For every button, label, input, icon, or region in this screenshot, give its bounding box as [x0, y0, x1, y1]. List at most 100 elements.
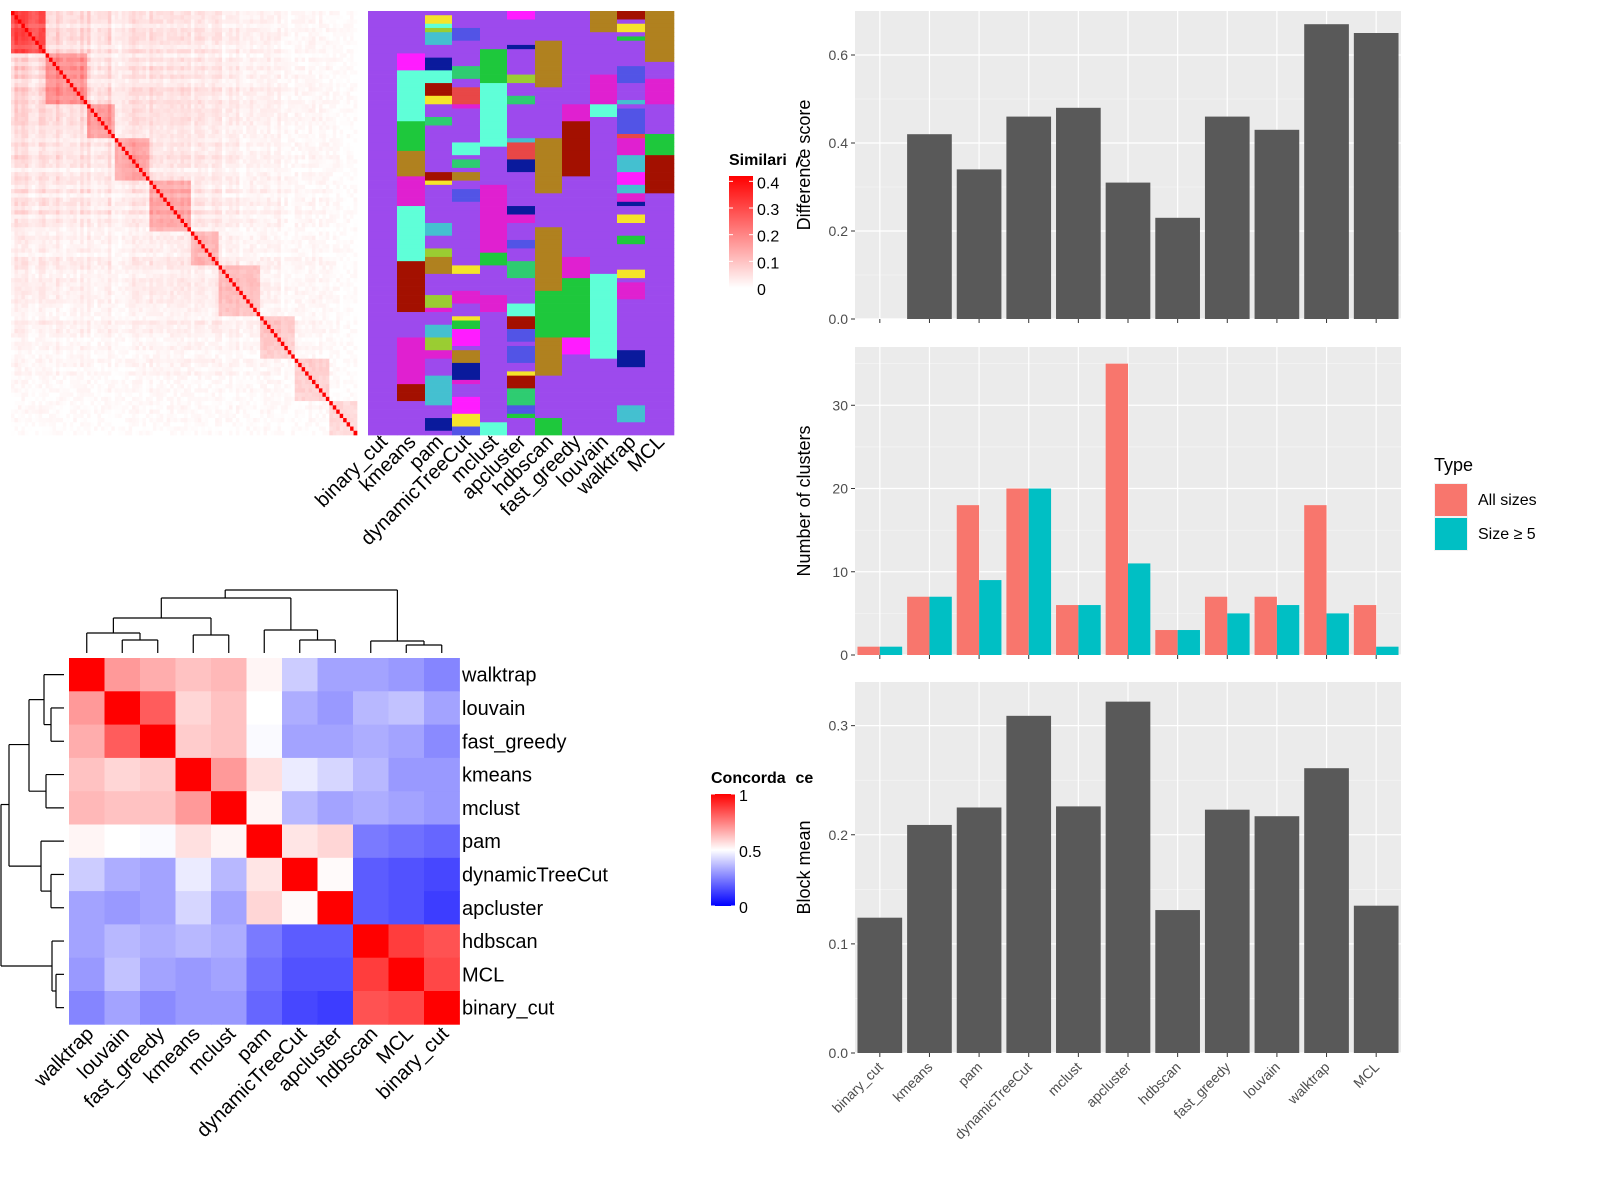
similarity-cell	[73, 125, 78, 131]
similarity-cell	[225, 104, 230, 109]
similarity-cell	[55, 70, 60, 75]
similarity-cell	[114, 19, 119, 25]
similarity-cell	[100, 146, 105, 152]
similarity-cell	[90, 87, 95, 92]
similarity-cell	[80, 57, 85, 63]
similarity-cell	[201, 180, 206, 186]
similarity-cell	[211, 44, 216, 50]
similarity-cell	[28, 184, 33, 190]
similarity-cell	[253, 180, 258, 186]
similarity-cell	[17, 163, 22, 169]
similarity-cell	[90, 121, 95, 126]
similarity-cell	[222, 40, 226, 46]
similarity-cell	[228, 70, 233, 75]
similarity-cell	[270, 74, 275, 80]
similarity-cell	[118, 138, 123, 143]
similarity-cell	[90, 49, 95, 54]
similarity-cell	[66, 53, 71, 58]
similarity-cell	[187, 11, 192, 16]
similarity-cell	[343, 133, 347, 139]
similarity-cell	[94, 142, 98, 148]
similarity-cell	[239, 138, 244, 143]
similarity-cell	[201, 36, 206, 42]
similarity-cell	[218, 155, 223, 160]
similarity-cell	[17, 83, 22, 88]
similarity-cell	[59, 108, 64, 114]
similarity-cell	[336, 129, 341, 135]
similarity-cell	[280, 172, 285, 177]
similarity-cell	[76, 218, 81, 224]
similarity-cell	[284, 19, 289, 25]
similarity-cell	[294, 117, 299, 122]
similarity-cell	[132, 78, 136, 84]
similarity-cell	[343, 176, 347, 181]
similarity-cell	[197, 11, 202, 16]
similarity-cell	[163, 121, 168, 126]
similarity-cell	[322, 189, 327, 194]
similarity-cell	[107, 146, 112, 152]
similarity-cell	[339, 117, 344, 122]
similarity-cell	[308, 15, 313, 20]
similarity-cell	[215, 159, 219, 164]
similarity-cell	[211, 167, 216, 173]
similarity-cell	[273, 19, 278, 25]
similarity-cell	[343, 193, 347, 198]
similarity-cell	[215, 167, 219, 173]
similarity-cell	[111, 87, 116, 92]
similarity-cell	[187, 142, 192, 148]
similarity-cell	[97, 214, 102, 220]
similarity-cell	[215, 23, 219, 29]
similarity-cell	[187, 57, 192, 63]
similarity-cell	[329, 112, 334, 118]
similarity-cell	[59, 125, 64, 131]
similarity-cell	[111, 40, 116, 46]
similarity-cell	[90, 155, 95, 160]
similarity-cell	[256, 104, 261, 109]
similarity-cell	[114, 180, 119, 186]
similarity-cell	[177, 70, 181, 75]
similarity-cell	[163, 104, 168, 109]
similarity-cell	[163, 44, 168, 50]
similarity-cell	[350, 40, 354, 46]
similarity-cell	[228, 180, 233, 186]
similarity-cell	[294, 150, 299, 156]
similarity-cell	[346, 146, 351, 152]
similarity-cell	[232, 104, 237, 109]
similarity-cell	[132, 27, 136, 33]
similarity-cell	[38, 95, 43, 101]
similarity-cell	[100, 210, 105, 215]
similarity-cell	[177, 180, 181, 186]
similarity-cell	[94, 11, 98, 16]
similarity-cell	[62, 27, 67, 33]
similarity-cell	[305, 142, 309, 148]
similarity-cell	[339, 180, 344, 186]
similarity-cell	[256, 40, 261, 46]
similarity-cell	[38, 66, 43, 71]
similarity-cell	[121, 184, 126, 190]
similarity-cell	[94, 197, 98, 203]
similarity-cell	[156, 44, 161, 50]
similarity-cell	[76, 100, 81, 105]
similarity-cell	[253, 163, 258, 169]
similarity-cell	[350, 23, 354, 29]
similarity-cell	[156, 49, 161, 54]
similarity-cell	[125, 36, 129, 42]
similarity-cell	[104, 95, 109, 101]
similarity-cell	[69, 184, 74, 190]
similarity-cell	[11, 117, 15, 122]
similarity-cell	[305, 74, 309, 80]
similarity-cell	[31, 214, 36, 220]
similarity-cell	[336, 100, 341, 105]
similarity-cell	[284, 27, 289, 33]
similarity-cell	[80, 108, 85, 114]
similarity-cell	[104, 180, 109, 186]
similarity-cell	[104, 146, 109, 152]
similarity-cell	[315, 61, 320, 67]
similarity-cell	[94, 117, 98, 122]
similarity-cell	[232, 23, 237, 29]
similarity-cell	[277, 23, 282, 29]
similarity-cell	[132, 100, 136, 105]
similarity-cell	[38, 112, 43, 118]
similarity-cell	[194, 83, 199, 88]
similarity-cell	[17, 87, 22, 92]
